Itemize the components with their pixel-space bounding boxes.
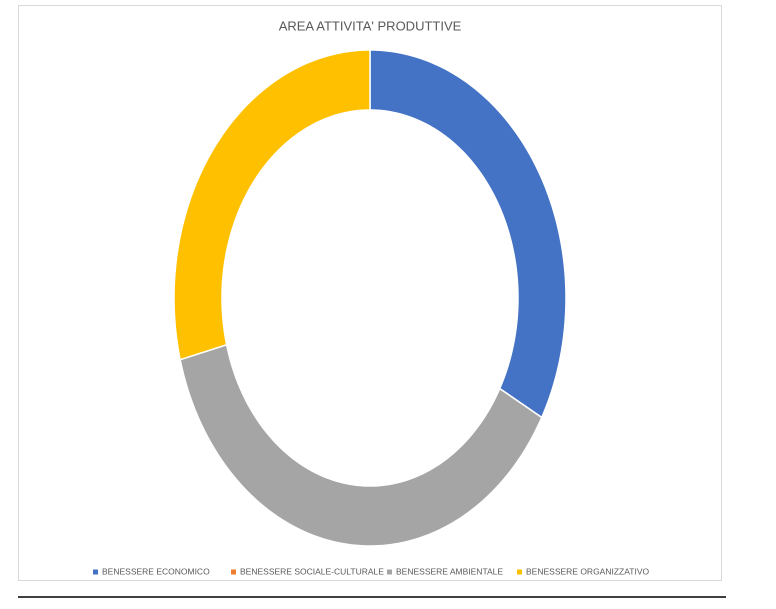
- legend-label: BENESSERE ECONOMICO: [102, 566, 210, 576]
- legend-label: BENESSERE ORGANIZZATIVO: [526, 566, 650, 576]
- donut-segment: [173, 49, 371, 361]
- legend-swatch: [93, 569, 98, 575]
- legend-swatch: [517, 569, 522, 575]
- legend-swatch: [231, 569, 236, 575]
- legend-swatch: [387, 569, 392, 575]
- chart-title: AREA ATTIVITA' PRODUTTIVE: [279, 18, 462, 33]
- legend-label: BENESSERE AMBIENTALE: [396, 566, 503, 576]
- legend-label: BENESSERE SOCIALE-CULTURALE: [240, 566, 384, 576]
